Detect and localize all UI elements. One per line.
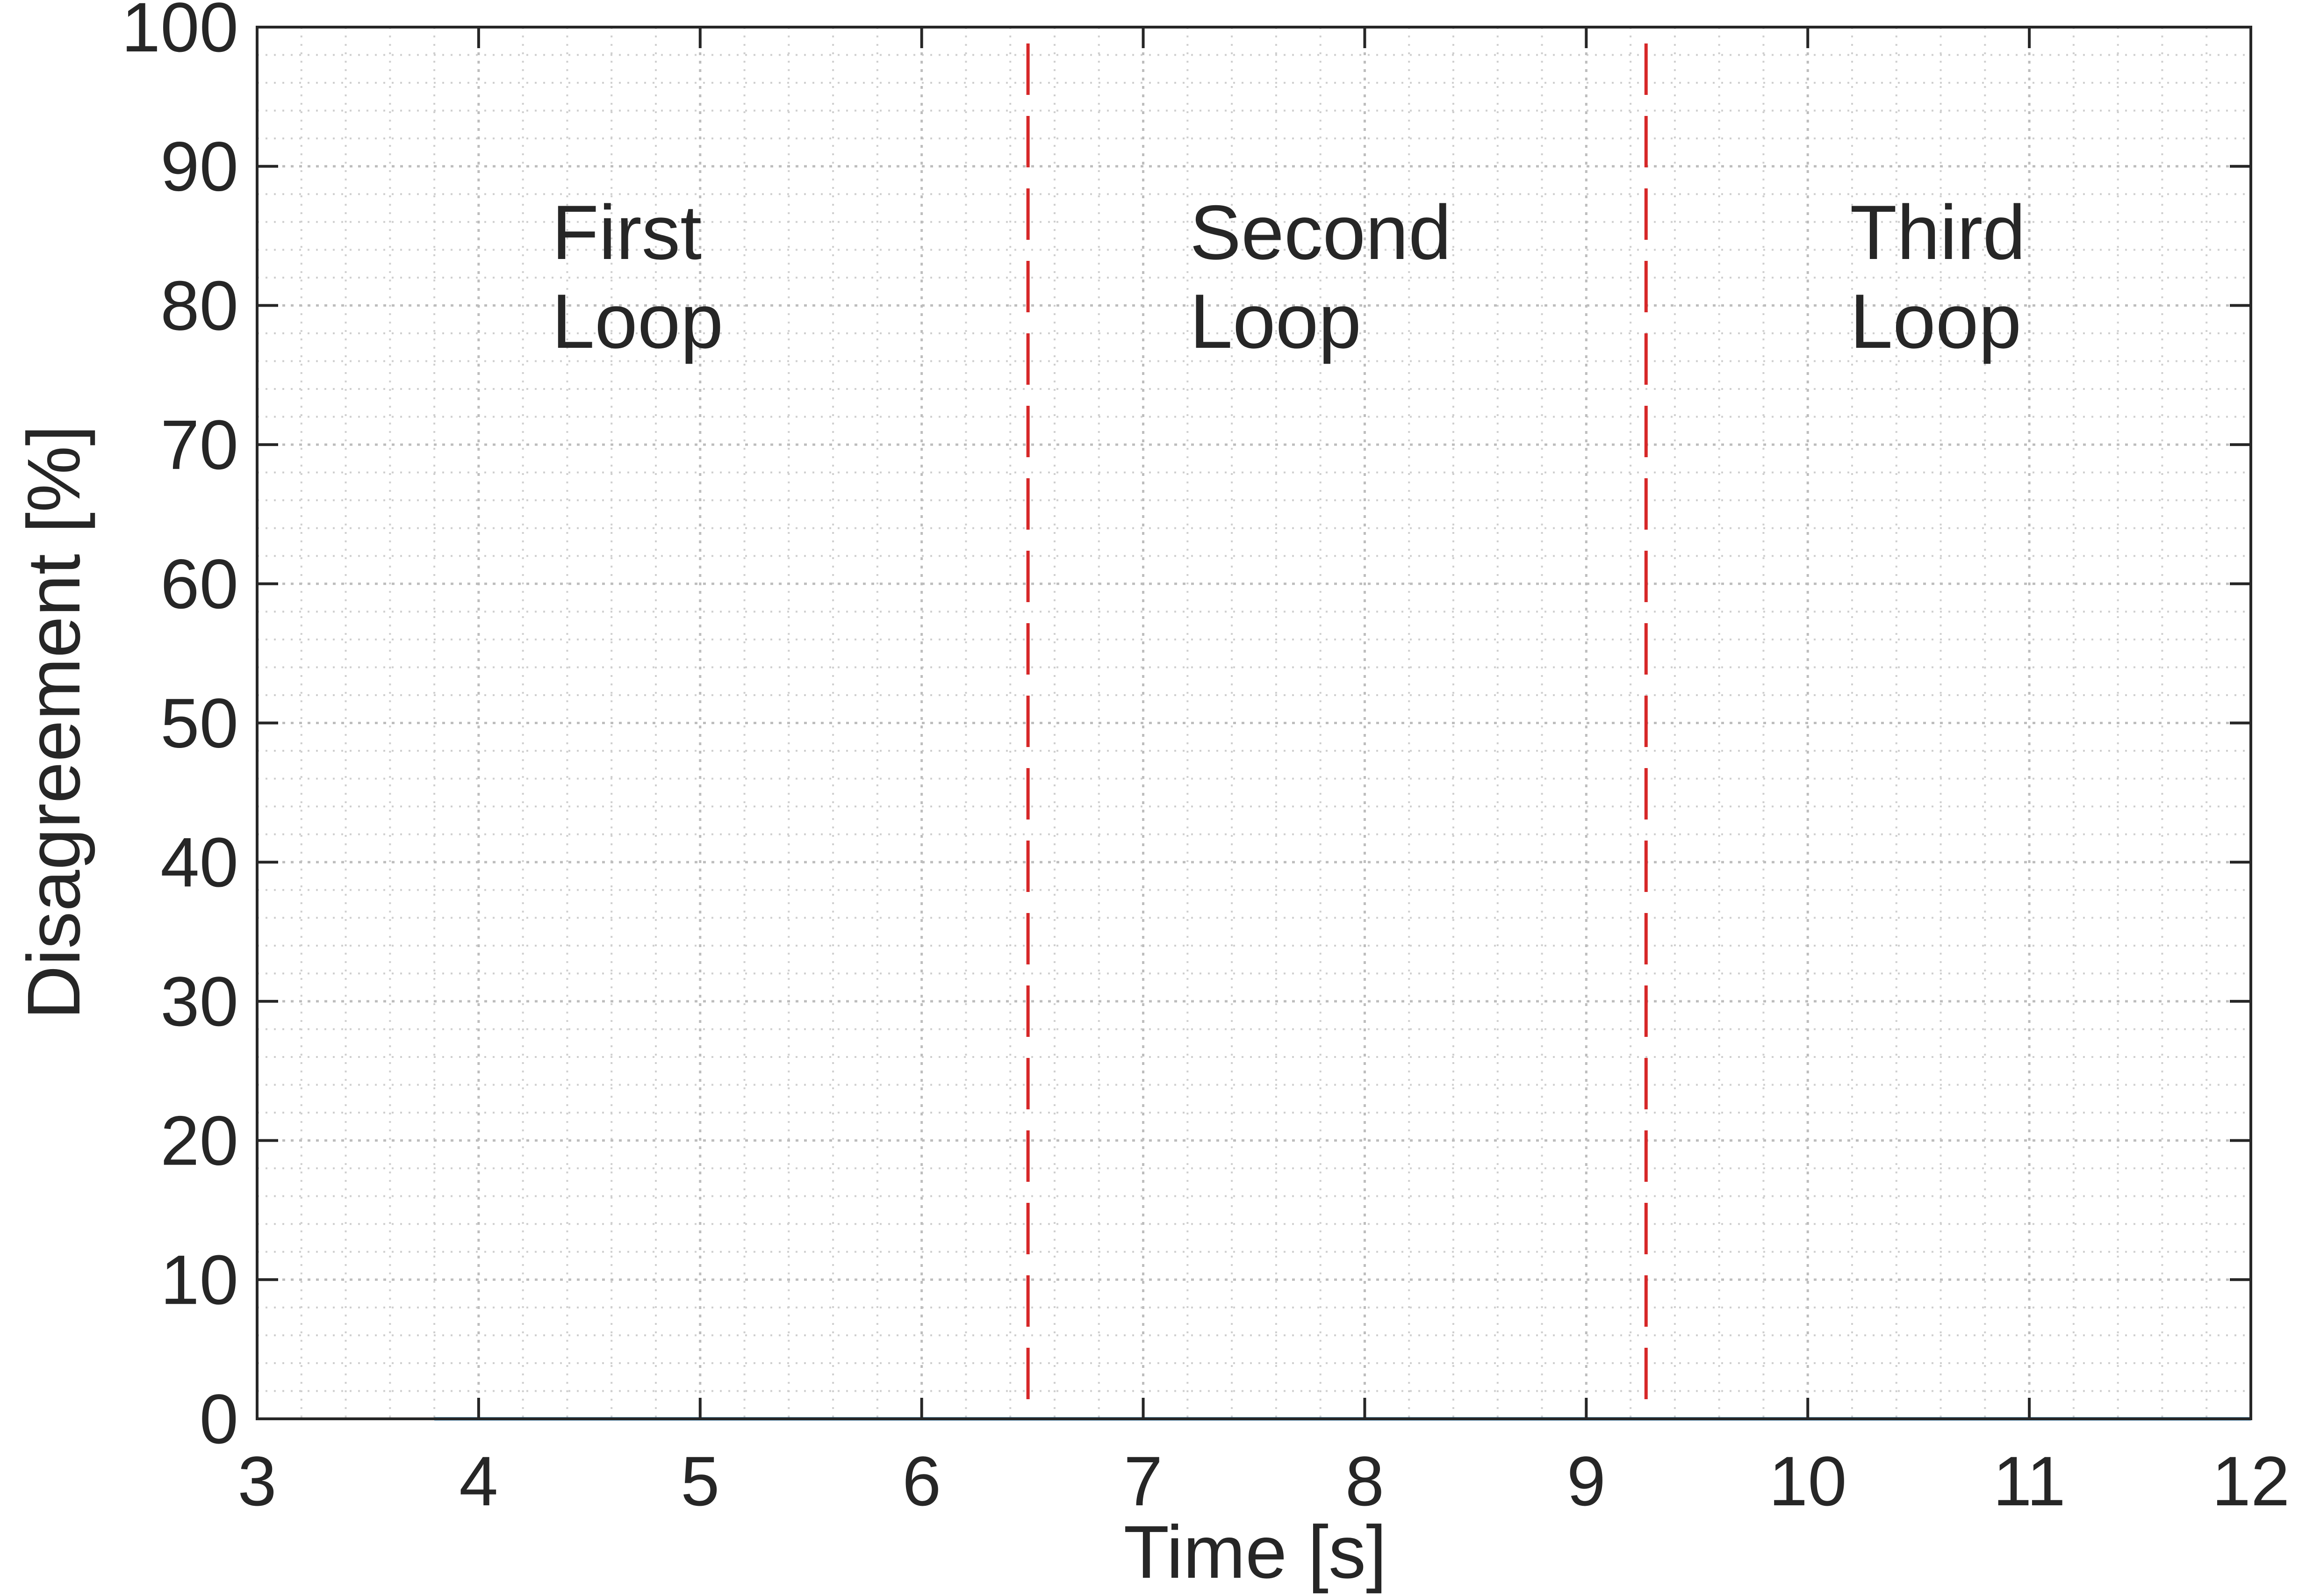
loop-annotation-line: Loop	[552, 278, 723, 364]
loop-divider-layer	[1026, 43, 1648, 1419]
y-tick-label: 20	[160, 1101, 238, 1180]
y-tick-label: 50	[160, 684, 238, 762]
x-tick-label: 11	[1993, 1442, 2066, 1520]
y-tick-label: 100	[122, 0, 238, 66]
loop-annotation-line: Second	[1190, 189, 1451, 275]
x-tick-label: 12	[2212, 1442, 2290, 1520]
x-tick-label: 7	[1124, 1442, 1163, 1520]
x-tick-label: 10	[1769, 1442, 1847, 1520]
x-tick-label: 8	[1345, 1442, 1384, 1520]
y-axis-label: Disagreement [%]	[12, 425, 95, 1020]
loop-annotation-line: Loop	[1850, 278, 2021, 364]
y-tick-label: 40	[160, 823, 238, 901]
loop-annotation-line: First	[552, 189, 702, 275]
x-tick-label: 5	[681, 1442, 719, 1520]
y-tick-label: 30	[160, 962, 238, 1041]
tick-marks	[256, 26, 2252, 1420]
loop-annotation-1: First Loop	[552, 189, 723, 364]
loop-annotation-line: Loop	[1190, 278, 1361, 364]
x-axis-label: Time [s]	[1124, 1510, 1387, 1594]
y-tick-label: 80	[160, 266, 238, 345]
x-tick-label: 9	[1567, 1442, 1606, 1520]
x-tick-labels: 3 4 5 6 7 8 9 10 11 12	[237, 1442, 2290, 1520]
y-tick-label: 0	[200, 1380, 238, 1458]
x-tick-label: 4	[459, 1442, 498, 1520]
loop-annotation-3: Third Loop	[1850, 189, 2026, 364]
x-tick-label: 3	[237, 1442, 276, 1520]
y-tick-label: 60	[160, 545, 238, 623]
loop-annotation-2: Second Loop	[1190, 189, 1451, 364]
x-tick-label: 6	[902, 1442, 941, 1520]
y-tick-label: 70	[160, 405, 238, 484]
y-tick-label: 90	[160, 127, 238, 206]
y-tick-labels: 0 10 20 30 40 50 60 70 80 90 100	[122, 0, 238, 1458]
loop-annotation-line: Third	[1850, 189, 2026, 275]
y-tick-label: 10	[160, 1240, 238, 1319]
